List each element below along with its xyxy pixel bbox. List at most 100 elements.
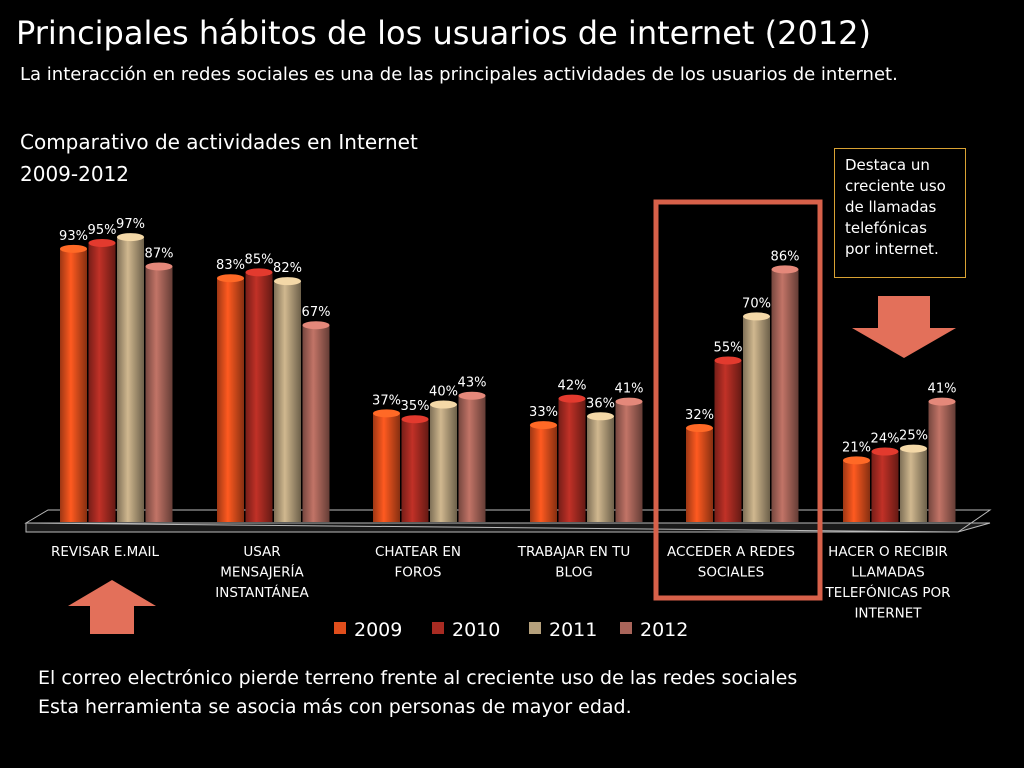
chart-heading: Comparativo de actividades en Internet 2… xyxy=(20,126,418,190)
data-label: 33% xyxy=(529,405,558,420)
category-label: FOROS xyxy=(395,565,442,581)
bar-cap xyxy=(686,424,713,432)
callout-line: creciente uso xyxy=(845,177,946,195)
bar xyxy=(117,237,144,522)
data-label: 87% xyxy=(145,246,174,261)
bar-cap xyxy=(843,456,870,465)
page-subtitle: La interacción en redes sociales es una … xyxy=(20,64,898,85)
bar-cap xyxy=(900,444,927,453)
bar xyxy=(145,266,173,522)
callout-box: Destaca un creciente uso de llamadas tel… xyxy=(834,148,966,278)
footer-line-2: Esta herramienta se asocia más con perso… xyxy=(38,696,632,718)
data-label: 25% xyxy=(899,429,928,444)
data-label: 35% xyxy=(401,399,430,414)
category-label: BLOG xyxy=(555,565,592,581)
bar-cap xyxy=(771,265,799,274)
data-label: 95% xyxy=(88,223,117,238)
data-label: 85% xyxy=(245,252,274,267)
bar-cap xyxy=(245,268,273,277)
bar-cap xyxy=(430,400,457,409)
bar-cap xyxy=(145,262,173,271)
legend-label: 2012 xyxy=(640,619,688,641)
footer-line-1: El correo electrónico pierde terreno fre… xyxy=(38,667,798,689)
bar xyxy=(430,404,457,522)
bar-cap xyxy=(714,356,742,365)
chart-heading-line-2: 2009-2012 xyxy=(20,162,130,186)
legend-swatch xyxy=(620,622,632,634)
data-label: 41% xyxy=(615,382,644,397)
data-label: 32% xyxy=(685,408,714,423)
chart-heading-line-1: Comparativo de actividades en Internet xyxy=(20,130,418,154)
data-label: 43% xyxy=(458,376,487,391)
bar-cap xyxy=(217,274,244,283)
bar xyxy=(274,281,301,522)
bar-cap xyxy=(302,321,330,330)
data-label: 67% xyxy=(302,305,331,320)
bar xyxy=(458,395,486,522)
bar-cap xyxy=(60,244,87,253)
category-label: LLAMADAS xyxy=(851,565,924,581)
legend-label: 2010 xyxy=(452,619,500,641)
legend-swatch xyxy=(432,622,444,634)
callout-line: de llamadas xyxy=(845,198,937,216)
bar xyxy=(88,242,116,522)
bar-cap xyxy=(928,397,956,406)
category-label: MENSAJERÍA xyxy=(220,564,304,581)
bar xyxy=(686,428,713,522)
data-label: 93% xyxy=(59,229,88,244)
legend-label: 2009 xyxy=(354,619,402,641)
bar xyxy=(587,416,614,522)
bar xyxy=(302,325,330,522)
category-label: TRABAJAR EN TU xyxy=(517,544,631,560)
bar xyxy=(743,316,770,522)
bar-cap xyxy=(117,233,144,242)
callout-line: telefónicas xyxy=(845,219,927,237)
bar xyxy=(373,413,400,522)
bar-cap xyxy=(871,447,899,456)
data-label: 83% xyxy=(216,258,245,273)
highlight-box xyxy=(653,199,823,601)
bar-cap xyxy=(558,394,586,403)
up-arrow-icon xyxy=(68,580,156,634)
data-label: 70% xyxy=(742,296,771,311)
data-label: 36% xyxy=(586,396,615,411)
category-label: REVISAR E.MAIL xyxy=(51,544,160,560)
bar-cap xyxy=(743,312,770,321)
bar xyxy=(60,248,87,522)
data-label: 21% xyxy=(842,440,871,455)
bar xyxy=(615,401,643,522)
legend-swatch xyxy=(529,622,541,634)
data-label: 86% xyxy=(771,249,800,264)
bar xyxy=(871,451,899,522)
bar-cap xyxy=(587,412,614,421)
page-title: Principales hábitos de los usuarios de i… xyxy=(16,14,872,52)
data-label: 97% xyxy=(116,217,145,232)
category-label: ACCEDER A REDES xyxy=(667,544,795,560)
category-label: SOCIALES xyxy=(698,565,764,581)
bar-cap xyxy=(530,421,557,430)
data-label: 41% xyxy=(928,382,957,397)
bar xyxy=(900,448,927,522)
bar xyxy=(558,398,586,522)
bar xyxy=(714,360,742,522)
callout-line: por internet. xyxy=(845,240,939,258)
bar xyxy=(843,460,870,522)
bar-cap xyxy=(458,391,486,400)
bar xyxy=(530,425,557,522)
data-label: 55% xyxy=(714,340,743,355)
category-label: INTERNET xyxy=(854,606,922,622)
bar-cap xyxy=(274,277,301,286)
bar-cap xyxy=(373,409,400,418)
legend-label: 2011 xyxy=(549,619,597,641)
footer-text: El correo electrónico pierde terreno fre… xyxy=(38,664,797,722)
down-arrow-icon xyxy=(852,296,956,358)
bar xyxy=(771,269,799,522)
bar xyxy=(217,278,244,522)
category-label: USAR xyxy=(243,544,280,560)
callout-line: Destaca un xyxy=(845,156,930,174)
data-label: 82% xyxy=(273,261,302,276)
data-label: 40% xyxy=(429,385,458,400)
bar xyxy=(245,272,273,522)
legend-swatch xyxy=(334,622,346,634)
